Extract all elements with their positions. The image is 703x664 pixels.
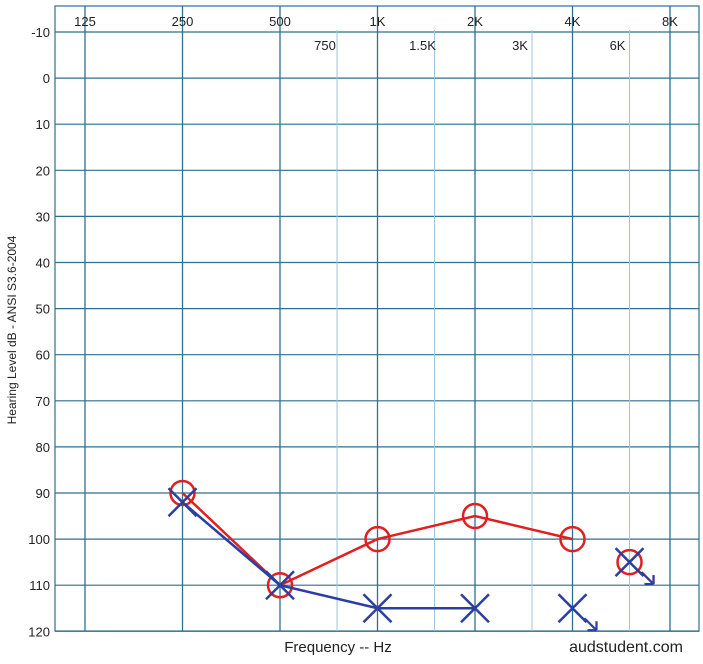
- x-tick-label: 2K: [467, 14, 483, 29]
- series-line: [181, 492, 573, 587]
- y-tick-label: -10: [31, 25, 50, 40]
- x-tick-label: 500: [269, 14, 291, 29]
- credit-label: audstudent.com: [569, 639, 683, 656]
- x-axis-title: Frequency -- Hz: [284, 639, 392, 656]
- y-tick-label: 10: [36, 117, 50, 132]
- cross-marker: [614, 547, 645, 578]
- circle-marker: [364, 525, 391, 553]
- x-tick-label: 1K: [370, 14, 386, 29]
- no-response-arrow: [640, 571, 655, 586]
- y-tick-label: 70: [36, 394, 50, 409]
- x-minor-tick-label: 6K: [610, 38, 626, 53]
- y-tick-label: 110: [29, 578, 50, 593]
- y-tick-label: 0: [43, 71, 50, 86]
- cross-marker: [265, 570, 295, 601]
- x-tick-label: 4K: [565, 14, 581, 29]
- y-tick-label: 20: [36, 163, 50, 178]
- x-tick-label: 125: [74, 14, 96, 29]
- x-minor-tick-label: 750: [314, 38, 336, 53]
- circle-marker: [616, 548, 643, 576]
- y-axis-title: Hearing Level dB - ANSI S3.6-2004: [5, 235, 19, 424]
- series: [167, 479, 655, 632]
- y-tick-label: 60: [36, 348, 50, 363]
- y-tick-label: 40: [36, 256, 50, 271]
- circle-marker: [559, 525, 586, 553]
- tick-labels: -10 0 10 20 30 40 50 60 70 80 90 100 110 120 125 250 500…: [28, 14, 678, 639]
- circle-marker: [266, 571, 294, 599]
- x-minor-tick-label: 3K: [512, 38, 528, 53]
- cross-marker: [167, 487, 198, 518]
- x-tick-label: 250: [172, 14, 194, 29]
- x-tick-label: 8K: [662, 14, 678, 29]
- y-tick-label: 50: [36, 302, 50, 317]
- cross-marker: [362, 593, 393, 624]
- no-response-arrow: [583, 617, 598, 632]
- y-tick-label: 100: [28, 532, 50, 547]
- grid: [54, 5, 700, 632]
- y-tick-label: 30: [36, 209, 50, 224]
- y-tick-label: 80: [36, 440, 50, 455]
- y-tick-label: 90: [36, 486, 50, 501]
- circle-marker: [461, 502, 489, 530]
- series-cross: [167, 487, 655, 632]
- x-minor-tick-label: 1.5K: [409, 38, 436, 53]
- y-tick-label: 120: [28, 624, 50, 639]
- cross-marker: [460, 593, 490, 624]
- circle-marker: [169, 479, 196, 507]
- series-line: [181, 501, 475, 610]
- cross-marker: [557, 593, 588, 624]
